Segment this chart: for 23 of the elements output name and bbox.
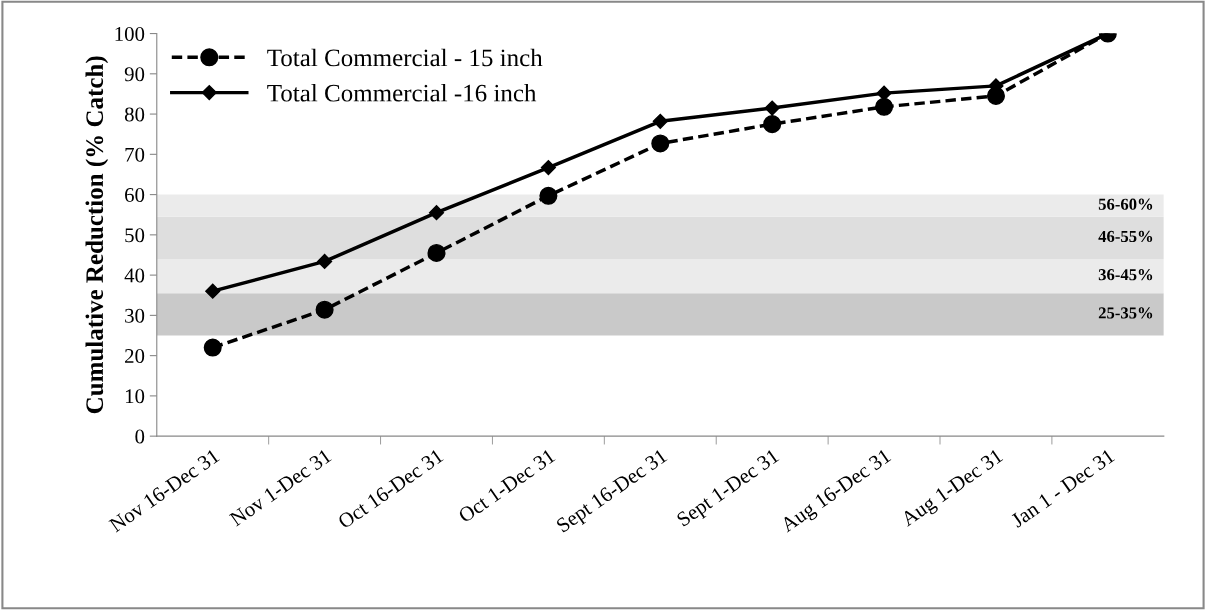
band-label: 25-35% <box>1098 307 1153 319</box>
band-label: 36-45% <box>1098 269 1153 281</box>
band-label: 56-60% <box>1098 198 1153 210</box>
y-tick-label: 60 <box>125 187 145 203</box>
x-tick-label: Sept 1-Dec 31 <box>676 448 782 531</box>
legend-label: Total Commercial -16 inch <box>267 84 537 102</box>
legend-label: Total Commercial - 15 inch <box>267 48 543 67</box>
y-tick-label: 20 <box>125 349 145 364</box>
y-tick-label: 30 <box>125 308 145 323</box>
x-tick-label: Oct 1-Dec 31 <box>457 448 556 524</box>
y-tick-label: 0 <box>135 429 145 444</box>
y-tick-label: 90 <box>124 67 145 82</box>
x-tick-label: Jan 1 - Dec 31 <box>1010 448 1116 529</box>
x-tick-label: Aug 1-Dec 31 <box>899 448 1006 531</box>
y-axis-title: Cumulative Reduction (% Catch) <box>85 56 109 414</box>
y-tick-label: 100 <box>115 26 145 41</box>
x-tick-label: Nov 1-Dec 31 <box>228 448 332 527</box>
y-tick-label: 10 <box>125 389 145 404</box>
band-label: 46-55% <box>1098 230 1153 243</box>
y-tick-label: 40 <box>124 268 145 283</box>
y-tick-label: 80 <box>124 107 145 122</box>
y-tick-label: 50 <box>125 228 145 243</box>
y-tick-label: 70 <box>125 147 145 162</box>
